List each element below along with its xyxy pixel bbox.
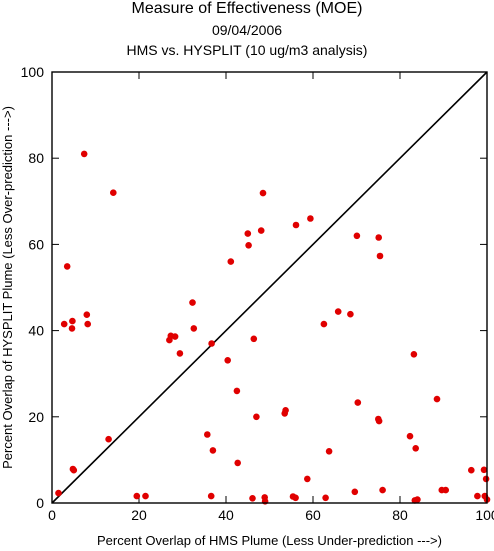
data-point (234, 459, 241, 467)
data-point (406, 432, 414, 440)
data-point (209, 447, 217, 454)
data-point (304, 475, 311, 483)
data-point (474, 492, 481, 500)
data-point (80, 150, 88, 158)
chart-date: 09/04/2006 (211, 22, 283, 38)
data-point (379, 486, 386, 494)
data-point (375, 234, 383, 241)
data-point (414, 496, 421, 503)
data-point (208, 340, 215, 347)
data-point (376, 252, 384, 260)
y-tick-label: 0 (36, 495, 44, 511)
data-point (249, 495, 256, 502)
data-point (250, 335, 258, 343)
x-tick-labels: 0 20 40 60 80 100 (48, 507, 494, 523)
data-point (63, 263, 71, 270)
x-tick-label: 80 (392, 507, 408, 523)
data-point (292, 221, 300, 229)
data-point (292, 494, 299, 502)
data-point (110, 189, 117, 196)
x-tick-label: 60 (305, 507, 321, 523)
data-point (442, 486, 450, 494)
y-tick-label: 80 (28, 150, 44, 166)
data-point (227, 258, 235, 265)
data-point (257, 227, 265, 234)
data-point (433, 395, 441, 403)
y-tick-label: 60 (28, 236, 44, 252)
data-point (105, 435, 112, 443)
data-point (320, 320, 328, 328)
data-point (353, 232, 361, 240)
data-point (84, 320, 91, 328)
chart-title: Measure of Effectiveness (MOE) (131, 0, 363, 17)
data-point (375, 417, 383, 425)
y-axis-label: Percent Overlap of HYSPLIT Plume (Less O… (0, 106, 15, 469)
y-tick-label: 40 (28, 323, 44, 339)
data-point (322, 494, 329, 502)
data-point (482, 475, 490, 483)
data-point (307, 215, 314, 222)
data-point (253, 413, 260, 421)
data-point (83, 311, 91, 319)
data-point (69, 317, 76, 325)
x-axis-label: Percent Overlap of HMS Plume (Less Under… (97, 533, 442, 548)
y-tick-label: 100 (21, 64, 45, 80)
data-point (207, 492, 215, 500)
data-point (204, 431, 211, 438)
data-point (142, 492, 149, 500)
diagonal-reference-line (51, 71, 488, 504)
data-point (190, 325, 198, 332)
data-point (224, 357, 231, 364)
data-point (282, 407, 289, 414)
x-tick-label: 100 (475, 507, 494, 523)
y-tick-labels: 0 20 40 60 80 100 (21, 64, 45, 511)
data-point (480, 466, 488, 474)
data-point (347, 310, 354, 318)
data-point (133, 492, 141, 500)
data-point (68, 325, 76, 332)
data-point (60, 320, 68, 328)
data-point (55, 489, 62, 497)
data-point (334, 308, 342, 315)
chart-subtitle: HMS vs. HYSPLIT (10 ug/m3 analysis) (126, 42, 368, 58)
data-point (244, 230, 252, 237)
data-point (245, 242, 252, 249)
data-point (410, 351, 418, 358)
x-tick-label: 40 (218, 507, 234, 523)
data-point (233, 387, 241, 395)
x-tick-label: 0 (48, 507, 56, 523)
x-tick-label: 20 (131, 507, 147, 523)
data-point (351, 488, 359, 496)
data-point (171, 333, 179, 340)
data-point (176, 350, 184, 357)
data-points (55, 150, 491, 505)
data-point (354, 399, 362, 406)
y-tick-label: 20 (28, 409, 44, 425)
data-point (259, 189, 267, 197)
data-point (468, 466, 475, 474)
data-point (412, 445, 420, 452)
data-point (189, 299, 196, 306)
data-point (70, 466, 78, 474)
data-point (325, 448, 333, 455)
plot-frame (51, 71, 488, 504)
